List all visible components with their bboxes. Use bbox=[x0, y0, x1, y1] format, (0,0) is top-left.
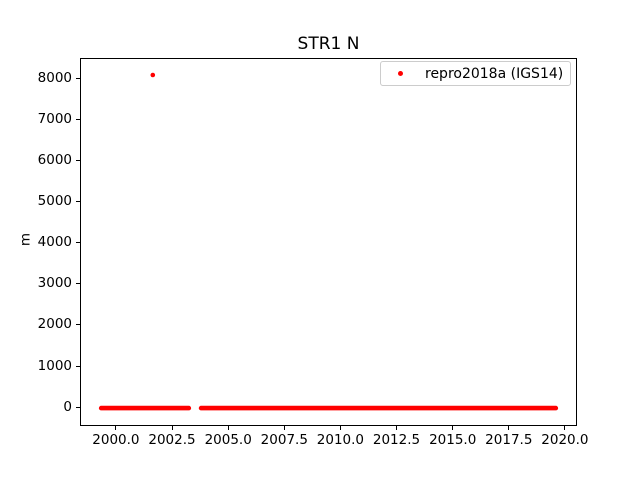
y-tick-label: 4000 bbox=[37, 234, 72, 251]
x-tick-label: 2010.0 bbox=[316, 432, 365, 448]
y-tick-label: 8000 bbox=[37, 69, 72, 86]
x-tick-label: 2002.5 bbox=[148, 432, 196, 448]
x-tick-label: 2020.0 bbox=[541, 432, 589, 448]
plot-area: repro2018a (IGS14) bbox=[80, 58, 577, 426]
legend-marker-dot bbox=[398, 71, 403, 76]
data-series-layer bbox=[98, 72, 559, 411]
x-tick-mark bbox=[452, 426, 454, 430]
y-tick-label: 2000 bbox=[37, 316, 72, 333]
y-tick-mark bbox=[76, 77, 80, 79]
x-tick-mark bbox=[564, 426, 566, 430]
y-tick-mark bbox=[76, 242, 80, 244]
y-tick-mark bbox=[76, 118, 80, 120]
x-tick-mark bbox=[508, 426, 510, 430]
legend: repro2018a (IGS14) bbox=[380, 61, 571, 86]
x-tick-mark bbox=[171, 426, 173, 430]
y-tick-mark bbox=[76, 324, 80, 326]
y-tick-label: 7000 bbox=[37, 110, 72, 127]
y-tick-mark bbox=[76, 365, 80, 367]
x-tick-label: 2007.5 bbox=[260, 432, 308, 448]
y-tick-label: 5000 bbox=[37, 193, 72, 209]
y-tick-label: 1000 bbox=[37, 357, 72, 374]
y-tick-mark bbox=[76, 283, 80, 285]
x-tick-label: 2000.0 bbox=[92, 432, 140, 448]
x-tick-mark bbox=[396, 426, 397, 430]
y-tick-label: 3000 bbox=[37, 275, 72, 292]
y-tick-mark bbox=[76, 201, 80, 202]
x-tick-mark bbox=[115, 426, 117, 430]
y-tick-mark bbox=[76, 406, 80, 408]
x-tick-mark bbox=[227, 426, 229, 430]
y-tick-label: 0 bbox=[63, 398, 72, 415]
x-tick-label: 2015.0 bbox=[429, 432, 477, 448]
x-tick-label: 2005.0 bbox=[204, 432, 252, 448]
legend-label: repro2018a (IGS14) bbox=[425, 65, 564, 82]
y-tick-mark bbox=[76, 159, 80, 161]
x-tick-mark bbox=[339, 426, 341, 430]
y-tick-label: 6000 bbox=[37, 151, 72, 168]
chart-title: STR1 N bbox=[297, 34, 360, 54]
x-tick-label: 2017.5 bbox=[485, 432, 533, 448]
data-point-outlier bbox=[150, 72, 156, 78]
x-tick-mark bbox=[283, 426, 285, 430]
x-tick-label: 2012.5 bbox=[372, 432, 421, 448]
